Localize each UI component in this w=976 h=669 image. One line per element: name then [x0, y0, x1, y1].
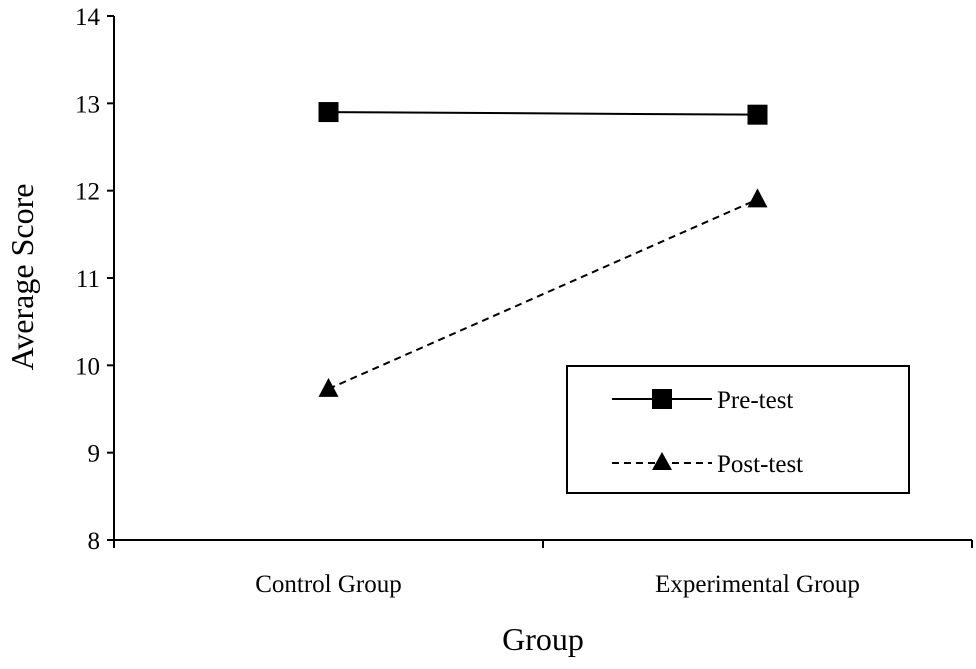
legend-label-post-test: Post-test: [717, 451, 803, 478]
legend-marker-post-test: [652, 452, 672, 470]
legend-marker-pre-test: [652, 389, 672, 409]
data-point-square: [318, 102, 339, 123]
y-axis-ticks: 8 9 10 11 12 13 14: [75, 4, 114, 555]
y-tick-label: 13: [75, 91, 100, 118]
y-tick-label: 14: [75, 4, 101, 31]
data-point-square: [747, 104, 768, 125]
legend-label-pre-test: Pre-test: [717, 387, 793, 414]
legend-box: [566, 365, 910, 494]
data-point-triangle: [318, 377, 339, 397]
legend: Pre-test Post-test: [566, 365, 910, 494]
y-tick-label: 12: [75, 179, 100, 206]
series-layer: [318, 102, 768, 397]
x-axis-ticks: Control Group Experimental Group: [113, 540, 973, 598]
y-tick-label: 11: [76, 266, 100, 293]
y-tick-label: 9: [88, 441, 101, 468]
y-axis-title: Average Score: [4, 184, 40, 371]
data-point-triangle: [747, 188, 768, 208]
x-axis-title: Group: [502, 621, 584, 657]
x-category-label: Control Group: [255, 571, 402, 598]
series-line-pre-test: [328, 111, 758, 116]
x-category-label: Experimental Group: [655, 571, 860, 598]
series-line-post-test: [328, 198, 758, 390]
y-tick-label: 8: [88, 528, 101, 555]
y-tick-label: 10: [75, 353, 100, 380]
